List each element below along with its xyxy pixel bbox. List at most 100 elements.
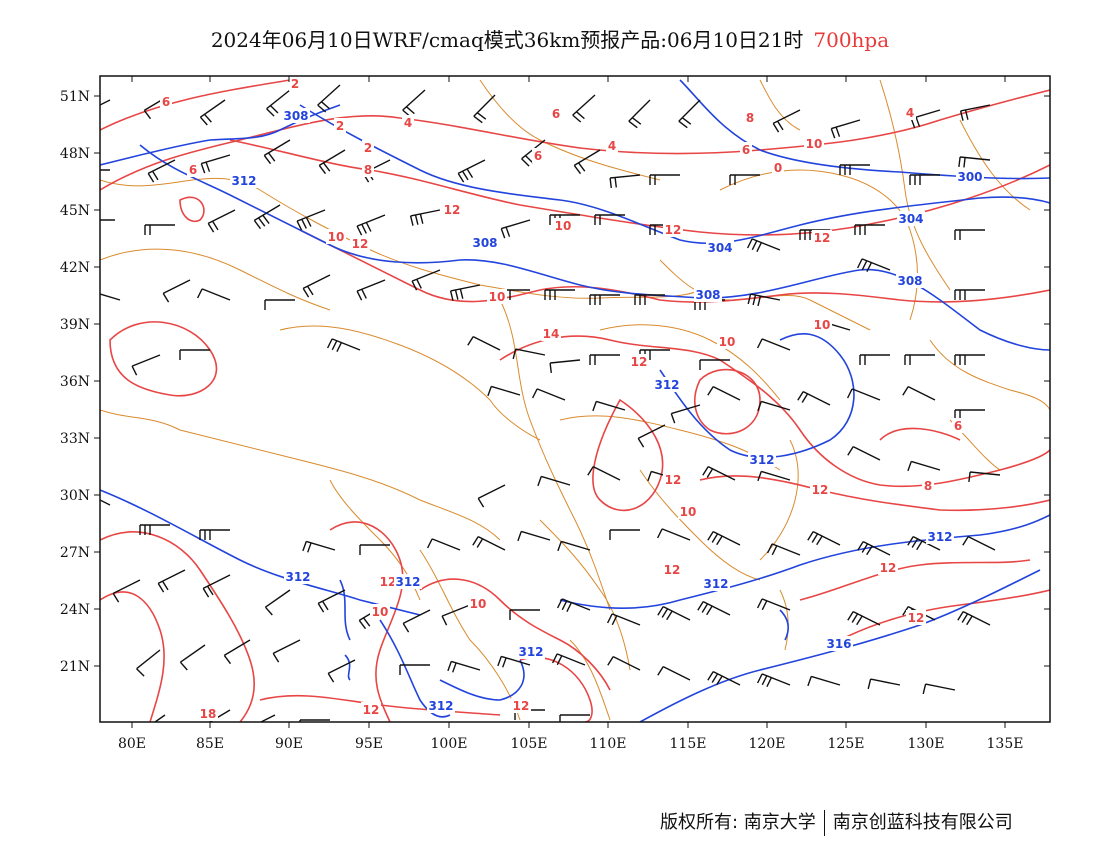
- contour-label: 6: [742, 143, 750, 157]
- wind-barb: [957, 610, 991, 626]
- wind-barb: [487, 385, 521, 397]
- wind-barb: [757, 470, 791, 482]
- wind-barb: [909, 174, 940, 185]
- wind-barb: [411, 269, 441, 291]
- lon-label: 95E: [355, 736, 383, 752]
- wind-barb: [263, 139, 291, 165]
- contour-label: 10: [489, 290, 506, 304]
- lat-label: 27N: [60, 545, 90, 561]
- contour-label: 8: [746, 111, 754, 125]
- contour-label: 6: [954, 419, 962, 433]
- wind-barb: [772, 109, 801, 133]
- contour-label-bg: [812, 230, 832, 245]
- contour-label: 312: [927, 530, 952, 544]
- contour-label-bg: [772, 160, 784, 175]
- wind-barb: [807, 675, 841, 687]
- wind-barb: [589, 294, 620, 305]
- wind-barb: [557, 540, 591, 552]
- wind-barb: [326, 338, 361, 353]
- wind-barb: [954, 289, 985, 300]
- contour-label: 10: [372, 605, 389, 619]
- lat-label: 51N: [60, 89, 90, 105]
- wind-barb: [259, 714, 276, 722]
- contour-label-bg: [906, 610, 926, 625]
- contour-label: 312: [703, 577, 728, 591]
- wind-barb: [962, 535, 996, 551]
- wind-barb: [409, 209, 441, 226]
- wind-barb: [707, 385, 741, 401]
- wind-barb: [264, 299, 295, 310]
- wind-barb: [402, 89, 426, 118]
- contour-label-bg: [350, 236, 370, 251]
- wind-barb: [157, 569, 186, 593]
- wind-barbs: [100, 84, 1001, 722]
- contour-label-bg: [334, 118, 346, 133]
- contour-label: 6: [534, 149, 542, 163]
- lon-label: 115E: [670, 736, 707, 752]
- wind-barb: [707, 670, 741, 686]
- contour-label-bg: [717, 334, 737, 349]
- contour-label-bg: [926, 529, 954, 544]
- wind-barb: [426, 538, 461, 551]
- wind-barb: [830, 119, 861, 139]
- wind-barb: [266, 89, 291, 117]
- contour-label-bg: [740, 142, 752, 157]
- contour-label-bg: [825, 636, 853, 651]
- height-labels: 308 312 308 304 308 304 308 300 312 312 312 312 312 3…: [230, 108, 984, 713]
- wind-barb: [512, 348, 546, 360]
- wind-barb: [954, 229, 985, 240]
- contour-label: 10: [719, 335, 736, 349]
- contour-label: 312: [428, 699, 453, 713]
- wind-barb: [634, 294, 665, 305]
- wind-barb: [179, 349, 210, 360]
- contour-label: 300: [957, 170, 982, 184]
- wind-barb: [100, 293, 121, 301]
- contour-label-bg: [810, 482, 830, 497]
- wind-barb: [609, 529, 640, 540]
- wind-barb: [112, 579, 141, 603]
- title-level: 700hpa: [813, 28, 890, 52]
- wind-barb: [302, 540, 336, 553]
- wind-barb: [702, 465, 736, 481]
- wind-barb: [296, 209, 326, 231]
- wind-barb: [592, 400, 626, 412]
- contour-label: 2: [336, 119, 344, 133]
- contour-label-bg: [897, 211, 925, 226]
- contour-label-bg: [804, 136, 824, 151]
- wind-barb: [162, 279, 191, 303]
- contour-label-bg: [553, 218, 573, 233]
- wind-barb: [902, 385, 936, 401]
- wind-barb: [200, 154, 231, 174]
- wind-barb: [100, 99, 111, 106]
- wind-barb: [854, 224, 885, 235]
- wind-barb: [910, 109, 941, 129]
- wind-barb: [517, 530, 551, 542]
- wind-barb: [968, 471, 1001, 482]
- wind-barb: [697, 600, 731, 616]
- contour-label-bg: [361, 702, 381, 717]
- contour-label-bg: [160, 94, 172, 109]
- wind-barb: [699, 359, 730, 370]
- contour-label: 8: [924, 479, 932, 493]
- latitude-axis: 51N 48N 45N 42N 39N 36N 33N 30N 27N 24N 21N: [60, 89, 1050, 675]
- wind-barb: [628, 99, 651, 129]
- wind-barb: [756, 598, 791, 611]
- wind-barb: [678, 99, 701, 129]
- wind-barb: [402, 609, 431, 633]
- lat-label: 42N: [60, 260, 90, 276]
- contour-label-bg: [402, 115, 414, 130]
- contour-label-bg: [442, 202, 462, 217]
- wind-barb: [100, 499, 111, 506]
- contour-label-bg: [468, 596, 488, 611]
- wind-barb: [657, 665, 691, 681]
- wind-barb: [551, 653, 586, 666]
- contour-label-bg: [878, 560, 898, 575]
- contour-label: 12: [814, 231, 831, 245]
- contour-label-bg: [487, 289, 507, 304]
- wind-barb: [147, 159, 176, 183]
- contour-label: 10: [555, 219, 572, 233]
- contour-label-bg: [511, 698, 531, 713]
- wind-barb: [922, 683, 956, 695]
- contour-label-bg: [326, 229, 346, 244]
- lat-label: 36N: [60, 374, 90, 390]
